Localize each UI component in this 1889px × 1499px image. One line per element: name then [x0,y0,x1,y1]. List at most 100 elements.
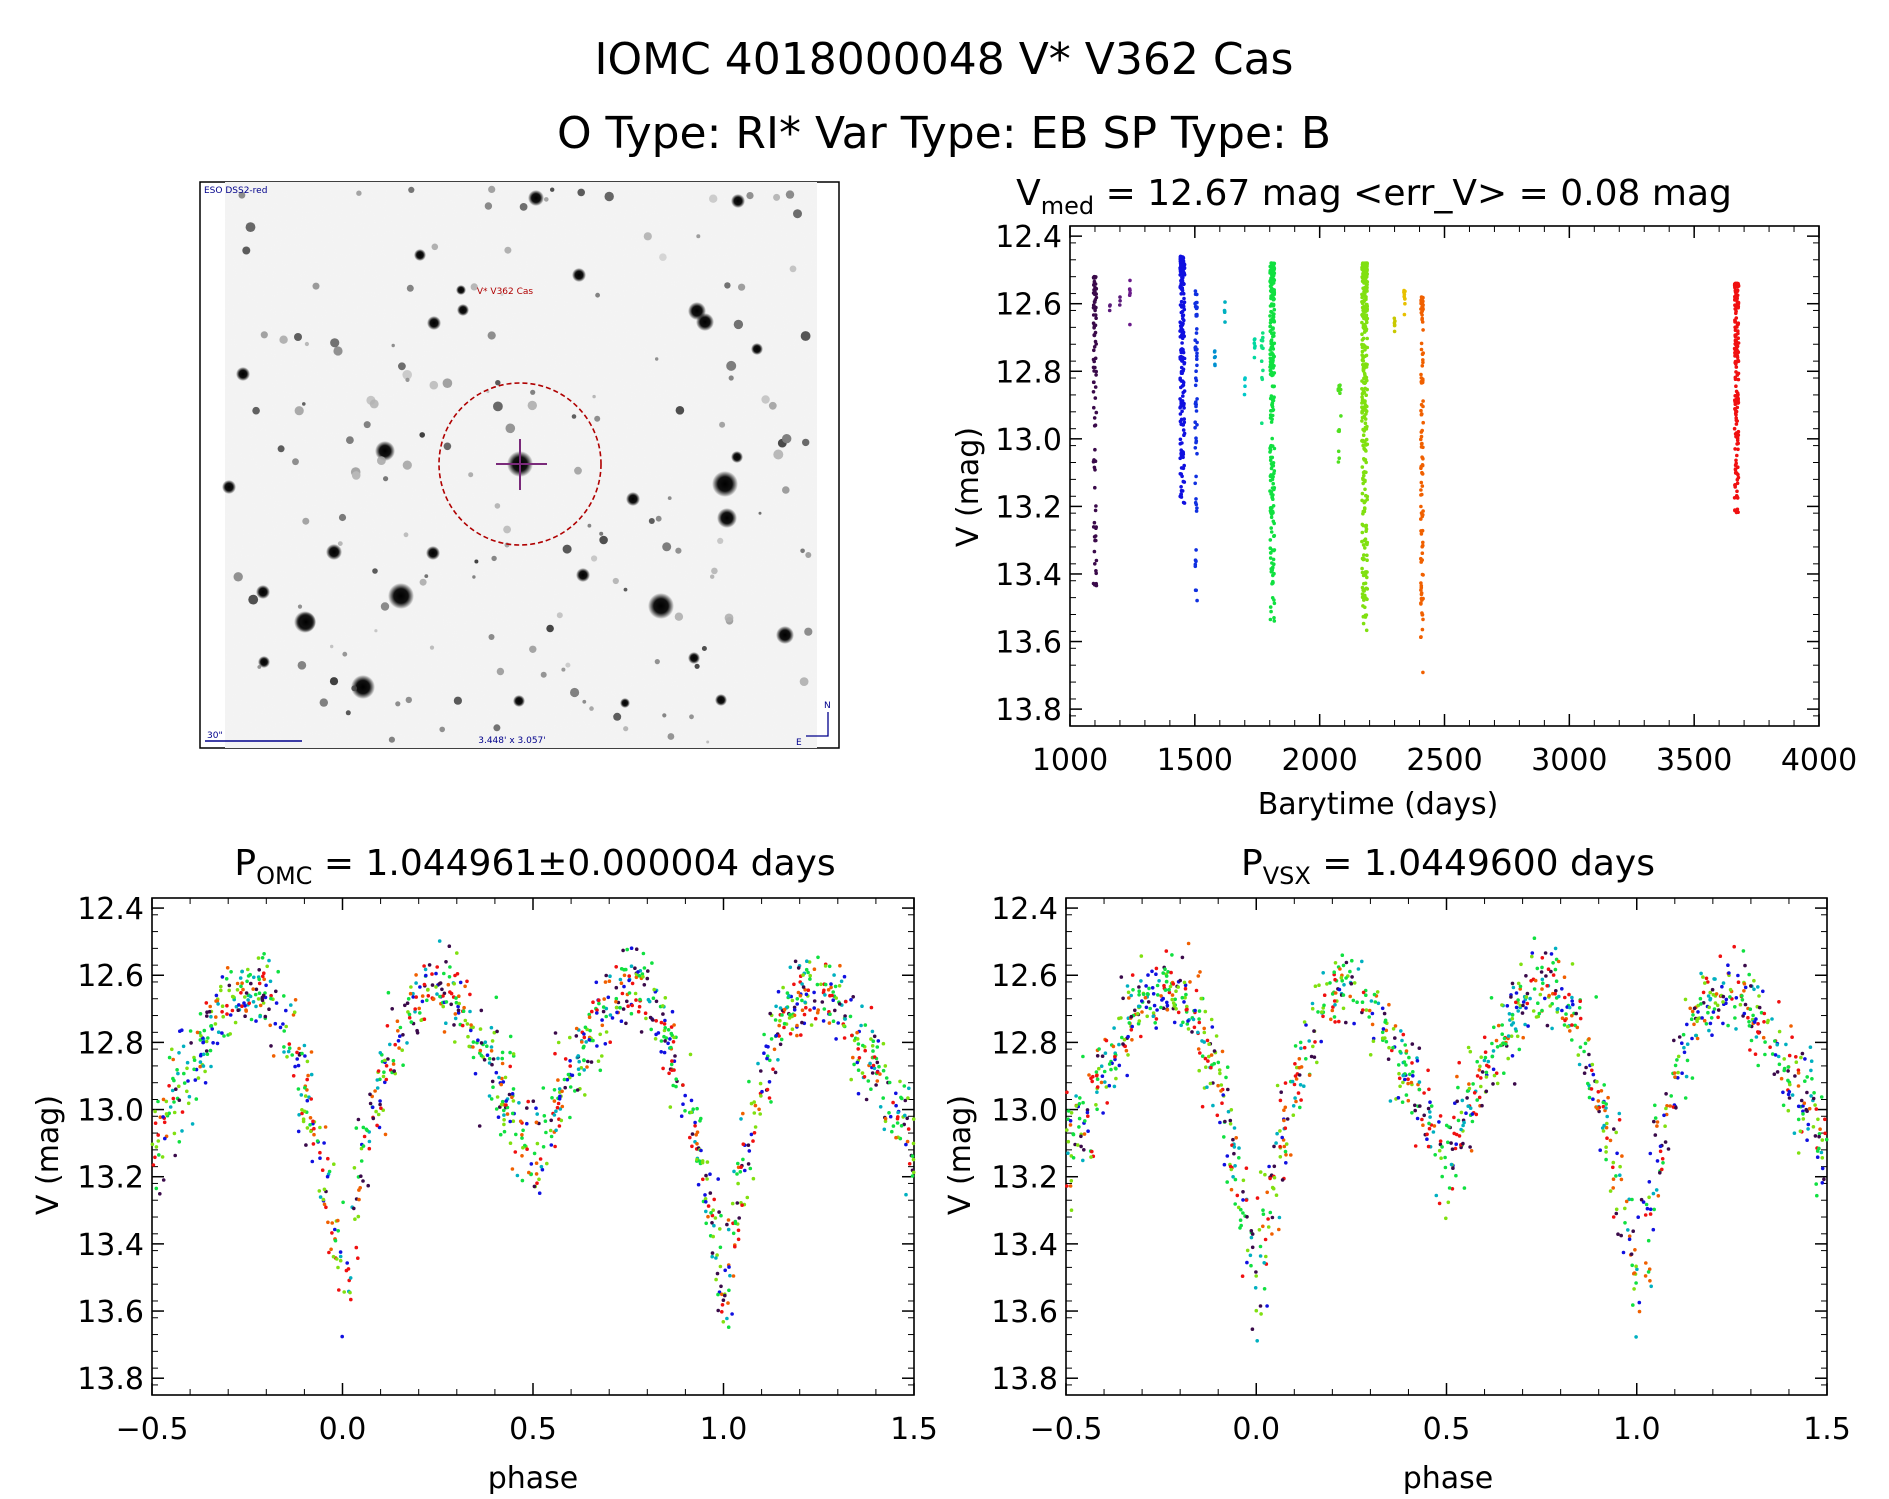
phase-omc-point [302,1109,307,1114]
phase-vsx-point [1805,1138,1809,1142]
lightcurve-point [1195,357,1199,362]
lightcurve-point [1181,333,1185,338]
phase-omc-point [891,1100,895,1105]
phase-omc-point [625,999,629,1004]
phase-omc-point [839,979,844,984]
phase-omc-point [589,1060,594,1064]
phase-omc-point [903,1113,907,1118]
phase-omc-point [812,967,817,971]
phase-vsx-point [1074,1104,1079,1108]
phase-vsx-point [1328,981,1332,985]
phase-vsx-point [1122,1037,1127,1042]
phase-vsx-point [1198,1051,1202,1055]
lightcurve-point [1419,437,1423,442]
phase-vsx-point [1089,1155,1093,1159]
phase-omc-point [662,1028,667,1033]
phase-vsx-point [1652,1207,1656,1212]
phase-omc-point [256,997,261,1001]
phase-vsx-point [1582,1071,1587,1075]
lightcurve-point [1181,394,1185,398]
phase-omc-point [367,1139,372,1144]
phase-vsx-point [1701,990,1706,995]
phase-omc-point [378,1099,382,1103]
phase-vsx-point [1796,1068,1801,1072]
phase-omc-point [594,980,599,985]
phase-vsx-point [1203,1056,1208,1061]
phase-omc-point [469,1028,473,1033]
finder-stars [222,185,813,744]
faint-star [403,532,409,538]
lightcurve-point [1092,279,1097,284]
faint-star [408,186,415,193]
phase-omc-point [161,1115,165,1119]
phase-vsx-point [1796,1117,1801,1122]
phase-omc-point [502,1122,506,1127]
phase-omc-point [695,1130,700,1134]
lightcurve-point [1735,349,1740,353]
phase-vsx-point [1475,1098,1479,1102]
phase-omc-point [423,967,428,972]
phase-vsx-point [1724,997,1729,1002]
faint-star [662,542,672,552]
phase-omc-point [424,973,428,978]
lightcurve-point [1421,617,1425,622]
phase-omc-point [800,1020,804,1025]
phase-omc-point [831,998,835,1002]
phase-omc-point [554,1128,558,1133]
phase-vsx-point [1814,1107,1819,1111]
phase-vsx-point [1689,1017,1694,1021]
phase-omc-point [882,1127,887,1132]
phase-vsx-point [1651,1191,1656,1196]
phase-vsx-point [1524,974,1528,978]
phase-vsx-point [1820,1156,1825,1160]
phase-vsx-point [1479,1084,1483,1089]
phase-omc-point [829,982,833,986]
phase-vsx-point [1754,1017,1758,1021]
phase-omc-point [461,1009,466,1013]
lightcurve-point [1193,383,1198,388]
phase-vsx-point [1459,1127,1463,1132]
phase-vsx-point [1159,994,1163,998]
lightcurve-point [1365,570,1369,574]
lightcurve-point [1195,363,1199,368]
phase-omc-point [741,1142,746,1146]
phase-omc-point [198,1060,203,1064]
phase-vsx-point [1614,1207,1619,1212]
phase-omc-point [871,1049,875,1053]
phase-vsx-point [1396,1063,1401,1067]
phase-omc-point [502,1129,507,1134]
phase-vsx-point [1466,1104,1470,1108]
phase-vsx-point [1813,1103,1817,1107]
lightcurve-point [1420,428,1424,433]
survey-label: ESO DSS2-red [204,186,267,196]
phase-omc-point [463,1018,468,1023]
phase-vsx-point [1077,1125,1081,1129]
phase-vsx-point [1801,1112,1805,1116]
phase-omc-point [322,1202,327,1207]
phase-omc-point [213,1022,218,1026]
phase-vsx-point [1331,1005,1335,1009]
phase-omc-point [795,997,800,1001]
phase-vsx-point [1418,1104,1422,1108]
phase-omc-point [855,1037,860,1041]
phase-vsx-point [1698,996,1703,1001]
phase-vsx-point [1264,1254,1268,1259]
lightcurve-point [1419,434,1424,439]
phase-omc-point [186,1079,190,1083]
phase-vsx-point [1433,1153,1437,1157]
faint-star [592,394,596,399]
lightcurve-point [1421,456,1425,461]
faint-star [493,724,501,732]
phase-vsx-point [1284,1161,1288,1165]
phase-omc-point [834,996,838,1000]
phase-omc-point [600,1054,604,1058]
phase-vsx-point [1820,1138,1825,1142]
lightcurve-point [1182,307,1187,312]
phase-vsx-point [1311,1044,1315,1049]
faint-star [419,432,426,438]
phase-vsx-point [1789,1024,1793,1028]
phase-vsx-point [1151,992,1156,996]
phase-vsx-point [1554,989,1558,993]
faint-star [279,335,288,344]
phase-omc-point [730,1201,735,1206]
